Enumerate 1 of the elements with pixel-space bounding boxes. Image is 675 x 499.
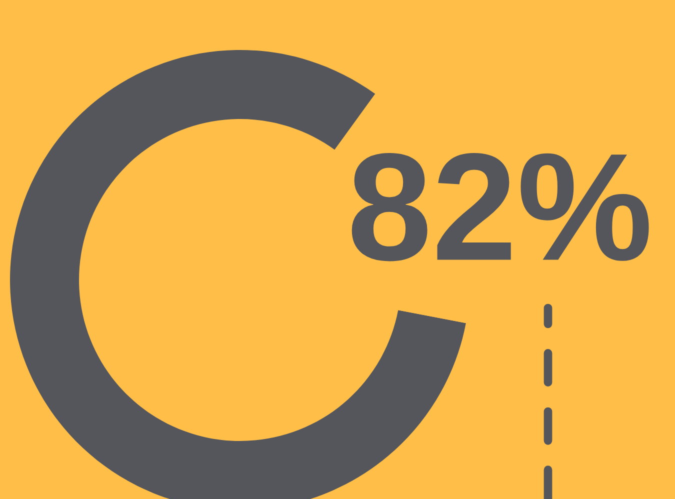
data-label: 82% bbox=[352, 153, 649, 262]
